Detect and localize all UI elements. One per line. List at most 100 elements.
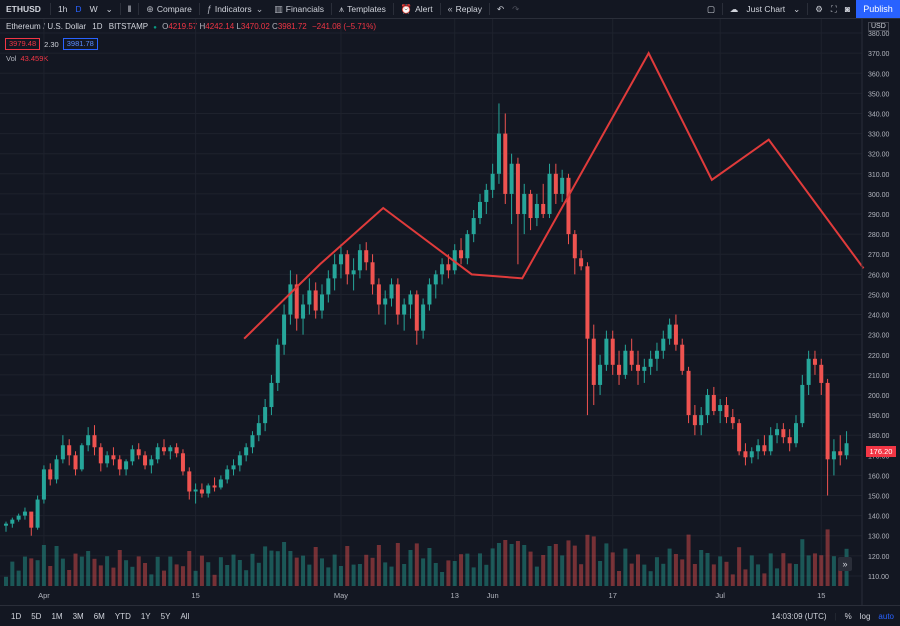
volume-bar — [174, 564, 179, 586]
candle-body — [503, 133, 508, 194]
layout-chevron-down-icon[interactable]: ⌄ — [793, 3, 801, 14]
candle-body — [10, 519, 15, 524]
candle-body — [440, 264, 445, 275]
templates-button[interactable]: ⩚ Templates — [335, 0, 390, 18]
range-1d[interactable]: 1D — [11, 611, 22, 621]
indicators-button[interactable]: ƒ Indicators ⌄ — [203, 0, 270, 18]
auto-toggle[interactable]: auto — [878, 611, 894, 621]
range-6m[interactable]: 6M — [93, 611, 105, 621]
candle-body — [648, 358, 653, 367]
candle-body — [680, 344, 685, 371]
compare-button[interactable]: ⊕ Compare — [142, 0, 196, 18]
undo-icon[interactable]: ↶ — [497, 3, 505, 14]
time-axis[interactable]: Apr15May13Jun17Jul15Aug1222Sep16Oc — [38, 591, 900, 600]
volume-bar — [661, 563, 666, 586]
range-ytd[interactable]: YTD — [114, 611, 131, 621]
candle-body — [4, 523, 8, 526]
symbol-legend: Ethereum / U.S. Dollar 1D BITSTAMP ● O42… — [6, 22, 376, 31]
range-5d[interactable]: 5D — [31, 611, 42, 621]
sell-button[interactable]: 3979.48 — [5, 38, 41, 50]
candle-body — [225, 469, 230, 480]
candle-body — [528, 193, 533, 219]
candle-body — [408, 294, 413, 305]
interval-dropdown-chevron-icon[interactable]: ⌄ — [105, 3, 113, 14]
range-3m[interactable]: 3M — [72, 611, 84, 621]
price-chart[interactable]: 380.00 370.00 360.00 350.00 340.00 330.00 320.… — [0, 19, 900, 605]
volume-bar — [762, 573, 767, 586]
log-toggle[interactable]: log — [859, 611, 871, 621]
interval-1h[interactable]: 1h — [57, 4, 68, 14]
percent-toggle[interactable]: % — [844, 611, 852, 621]
volume-bar — [459, 554, 464, 586]
volume-bar — [357, 564, 362, 586]
volume-bar — [332, 554, 337, 586]
volume-bar — [547, 546, 552, 586]
candle-body — [598, 364, 603, 385]
price-axis[interactable]: 380.00 370.00 360.00 350.00 340.00 330.00 320.… — [868, 31, 890, 581]
bottom-right-controls: 14:03:09 (UTC) | % log auto — [771, 611, 894, 621]
buy-button[interactable]: 3981.78 — [62, 38, 98, 50]
settings-gear-icon[interactable]: ⚙ — [815, 3, 823, 14]
candle-body — [692, 415, 697, 426]
layout-name[interactable]: Just Chart — [746, 4, 786, 14]
candle-body — [661, 338, 666, 351]
price-tick-label: 270.00 — [868, 252, 890, 259]
range-5y[interactable]: 5Y — [160, 611, 171, 621]
financials-button[interactable]: ▥ Financials — [270, 0, 328, 18]
buy-sell-panel: 3979.48 2.30 3981.78 — [5, 38, 98, 50]
fullscreen-square-icon[interactable]: ▢ — [706, 3, 715, 14]
volume-bar — [168, 556, 173, 586]
expand-icon[interactable]: ⛶ — [830, 3, 837, 14]
volume-bar — [831, 556, 836, 586]
volume-bar — [756, 564, 761, 586]
candle-body — [376, 284, 381, 305]
candle-body — [269, 382, 274, 408]
publish-button[interactable]: Publish — [856, 0, 900, 18]
volume-bar — [294, 557, 299, 586]
price-tick-label: 360.00 — [868, 71, 890, 78]
candle-body — [313, 290, 318, 311]
scroll-to-realtime-icon[interactable]: » — [838, 557, 852, 571]
currency-label[interactable]: USD — [868, 22, 889, 31]
interval-w[interactable]: W — [89, 4, 98, 14]
candle-body — [174, 447, 179, 454]
candle-body — [73, 455, 78, 470]
price-tick-label: 120.00 — [868, 554, 890, 561]
range-1y[interactable]: 1Y — [140, 611, 151, 621]
open-label: O — [162, 22, 169, 31]
volume-bar — [408, 550, 413, 586]
range-all[interactable]: All — [180, 611, 190, 621]
alert-button[interactable]: ⏰ Alert — [397, 0, 437, 18]
interval-d[interactable]: D — [75, 4, 82, 14]
alarm-clock-icon: ⏰ — [400, 3, 413, 14]
replay-button[interactable]: «Replay — [444, 0, 486, 18]
volume-bar — [610, 552, 615, 586]
candle-body — [699, 415, 704, 426]
toolbar-divider — [119, 3, 121, 15]
chart-type-candles-icon[interactable]: ⫴ — [127, 3, 132, 14]
volume-bar — [187, 551, 192, 586]
price-tick-label: 240.00 — [868, 313, 890, 320]
price-tick-label: 220.00 — [868, 353, 890, 360]
range-1m[interactable]: 1M — [51, 611, 63, 621]
candle-body — [490, 173, 495, 190]
redo-icon[interactable]: ↷ — [512, 3, 520, 14]
volume-bar — [819, 555, 824, 586]
volume-bar — [383, 562, 388, 586]
spread-value: 2.30 — [44, 39, 59, 49]
layout-cloud-icon[interactable]: ☁ — [729, 3, 739, 14]
candle-body — [111, 455, 116, 460]
volume-bar — [553, 544, 558, 586]
volume-bar — [35, 560, 40, 586]
candlestick-series — [4, 103, 849, 536]
symbol-search[interactable]: ETHUSD — [6, 4, 41, 14]
candle-body — [294, 284, 299, 319]
volume-bar — [534, 566, 539, 586]
clock-time[interactable]: 14:03:09 (UTC) — [771, 611, 827, 621]
volume-bar — [117, 550, 122, 586]
camera-icon[interactable]: ◙ — [844, 4, 850, 14]
candle-body — [800, 384, 805, 424]
volume-bar — [29, 558, 34, 586]
trend-drawing-line[interactable] — [243, 51, 865, 340]
toolbar-right: ▢ ☁ Just Chart ⌄ ⚙ ⛶ ◙ — [703, 0, 854, 18]
